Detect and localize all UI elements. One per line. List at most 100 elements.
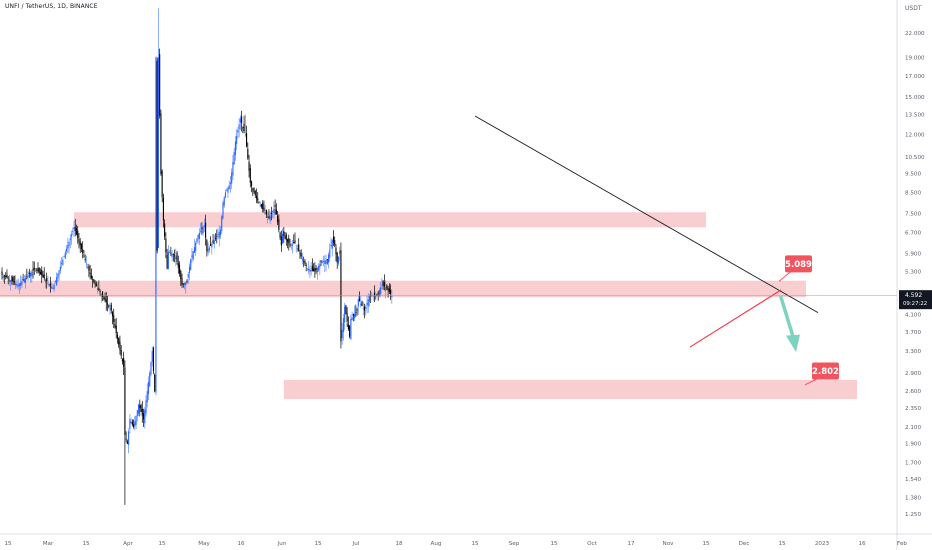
candle-body	[359, 298, 361, 302]
candle-body	[47, 282, 49, 284]
y-tick-label: 2.600	[905, 389, 921, 395]
candle-body	[309, 269, 311, 272]
candle-body	[187, 274, 189, 278]
support-resistance-zone[interactable]	[74, 212, 706, 228]
candle-body	[267, 216, 269, 218]
candle-body	[331, 239, 333, 249]
candle-body	[32, 268, 34, 271]
candle-body	[134, 421, 136, 427]
candle-body	[219, 229, 222, 236]
candle-body	[279, 232, 281, 238]
price-callout[interactable]: 5.089	[778, 255, 812, 282]
candle-body	[17, 284, 19, 287]
y-tick-label: 1.900	[905, 442, 921, 448]
candle-body	[193, 247, 195, 253]
y-tick-label: 13.500	[905, 113, 925, 119]
x-tick-label: Jun	[277, 541, 287, 547]
candle-body	[61, 263, 63, 264]
candle-body	[217, 234, 219, 235]
candle-body	[259, 204, 261, 206]
candle-body	[363, 306, 366, 311]
y-tick-label: 17.000	[905, 74, 925, 80]
candle-body	[390, 289, 392, 294]
candle-body	[380, 287, 382, 295]
candle-body	[20, 282, 22, 286]
candle-body	[381, 284, 383, 286]
candle-body	[201, 227, 203, 229]
candle-body	[43, 274, 45, 279]
candle-body	[42, 274, 44, 277]
candle-body	[224, 192, 227, 198]
candle-body	[87, 267, 89, 268]
candle-body	[316, 267, 318, 273]
x-tick-label: Apr	[123, 541, 133, 547]
y-tick-label: 22.000	[905, 31, 925, 37]
candle-body	[321, 261, 323, 263]
candle-body	[140, 405, 142, 412]
candle-body	[41, 270, 43, 276]
candle-body	[244, 134, 246, 136]
candle-body	[118, 338, 120, 345]
candle-body	[124, 367, 126, 436]
candle-body	[105, 299, 107, 303]
candle-body	[155, 57, 157, 393]
candle-body	[33, 267, 35, 270]
candle-body	[136, 410, 138, 417]
candle-body	[232, 162, 234, 176]
support-resistance-zone[interactable]	[0, 280, 806, 298]
candle-body	[291, 243, 294, 246]
support-resistance-zone[interactable]	[284, 379, 857, 400]
candle-body	[106, 303, 109, 305]
y-tick-label: 2.100	[905, 425, 921, 431]
candle-body	[139, 405, 141, 409]
x-tick-label: 15	[471, 541, 479, 547]
candle-body	[344, 306, 346, 323]
candle-body	[269, 215, 271, 221]
candle-body	[181, 278, 183, 285]
candle-body	[319, 264, 321, 268]
candle-body	[213, 240, 215, 244]
y-tick-label: 1.380	[905, 495, 921, 501]
candle-body	[349, 325, 351, 337]
candle-body	[10, 280, 12, 283]
candle-body	[243, 123, 245, 132]
candle-body	[6, 274, 8, 278]
candle-body	[214, 237, 217, 239]
candle-body	[339, 250, 341, 254]
candle-body	[69, 238, 71, 241]
ascending-trendline[interactable]	[689, 289, 782, 348]
candle-body	[151, 351, 153, 362]
x-tick-label: 18	[395, 541, 403, 547]
candle-body	[254, 191, 256, 196]
candle-body	[337, 256, 339, 264]
projection-arrow[interactable]	[779, 295, 800, 353]
descending-trendline[interactable]	[474, 115, 819, 314]
candle-body	[345, 305, 347, 315]
candle-body	[182, 283, 184, 285]
candle-body	[262, 203, 264, 210]
callout-label: 2.802	[812, 367, 839, 377]
candle-body	[361, 301, 363, 307]
candle-body	[304, 260, 306, 264]
candle-body	[366, 303, 368, 305]
candle-body	[78, 239, 80, 242]
y-tick-label: 5.300	[905, 270, 921, 276]
candle-body	[306, 268, 308, 270]
candle-body	[211, 244, 213, 248]
candle-body	[111, 312, 114, 317]
candle-body	[135, 415, 137, 425]
candle-body	[113, 315, 115, 322]
candle-body	[391, 295, 393, 298]
candle-body	[183, 283, 186, 285]
price-callout[interactable]: 2.802	[804, 362, 839, 386]
candle-body	[38, 267, 40, 273]
candle-body	[325, 259, 327, 265]
candle-body	[120, 349, 122, 356]
candle-body	[85, 263, 87, 265]
x-tick-label: 16	[858, 541, 866, 547]
candle-body	[300, 253, 302, 257]
candle-body	[234, 141, 236, 156]
candle-body	[305, 264, 307, 267]
